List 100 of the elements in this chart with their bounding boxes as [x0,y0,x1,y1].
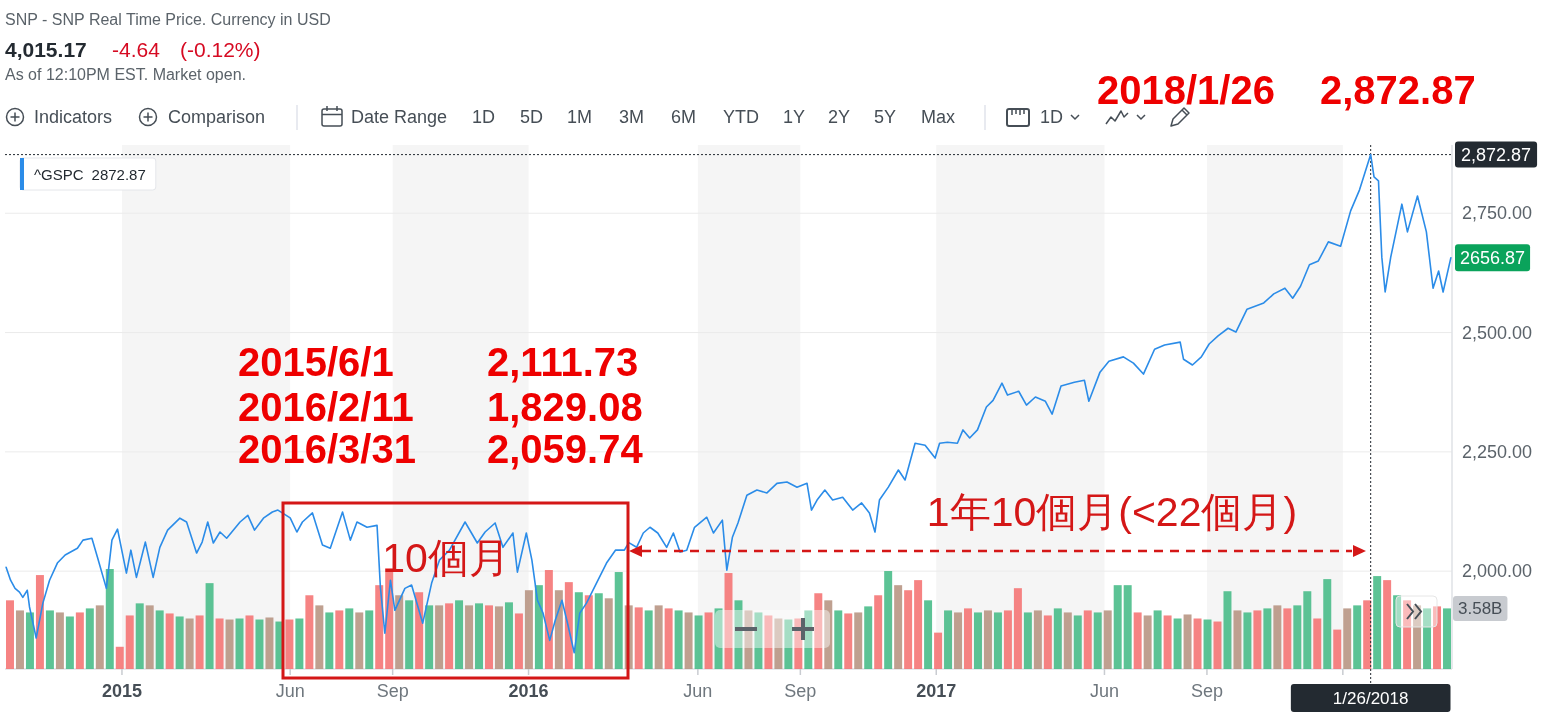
bar [694,615,703,669]
x-tick-label: Sep [1190,681,1223,701]
bar [1373,576,1382,669]
bar [1423,608,1432,669]
text: Comparison [168,107,266,127]
y-tick-label: 2,750.00 [1462,203,1533,224]
text: 2018/1/26 [1097,68,1275,112]
bar [704,612,713,669]
annotation: 1,829.08 [487,385,643,429]
text: 1D [472,107,496,127]
bar [964,608,972,669]
bar [874,595,883,669]
bar [594,593,603,669]
bar [95,605,104,669]
bar [584,595,593,669]
text: 5D [520,107,544,127]
bar [1073,615,1082,669]
bar [1433,606,1442,669]
bar [365,610,374,669]
bar [614,572,623,669]
bar [1303,591,1312,669]
bar [475,603,484,669]
bar [395,595,404,669]
bar [864,606,873,669]
text: (-0.12%) [180,37,261,61]
text: 5Y [874,107,897,127]
bar [465,605,474,669]
bar [1223,591,1232,669]
bar [954,612,963,669]
text: SNP - SNP Real Time Price. Currency in USD [5,10,331,28]
bar [315,605,324,669]
bar [674,610,683,669]
bar [455,600,464,669]
bar [115,646,124,669]
bar [1293,605,1302,669]
bar [1393,595,1402,669]
x-tick-label: Jun [275,681,305,701]
bar [1153,610,1162,669]
bar [25,612,34,669]
bar [205,583,214,669]
bar [1113,585,1122,669]
bar [814,593,823,669]
ref-line-label: 1/26/2018 [1332,688,1409,708]
bar [405,600,414,669]
bar [1343,608,1352,669]
bar [1313,618,1322,669]
bar [784,619,793,669]
bar [1063,612,1072,669]
y-tick-label: 2,000.00 [1462,561,1533,582]
text: 4,015.17 [5,37,87,61]
bar [1203,619,1212,669]
bar [1193,618,1202,669]
annotation: 2872.87 [91,165,146,183]
bar [75,612,84,669]
bar [1233,610,1242,669]
x-tick-label: Sep [376,681,409,701]
bar [1133,612,1142,669]
annotation: 2016/2/11 [238,385,414,429]
bar [35,575,44,669]
bar [993,612,1002,669]
bar [45,610,54,669]
bar [494,606,503,669]
bar [6,600,14,669]
bar [684,612,693,669]
annotation: 2,111.73 [487,340,639,384]
bar [854,612,863,669]
bar [425,605,434,669]
bar [1403,600,1412,669]
x-tick-label: Jun [1089,681,1119,701]
bar [604,598,613,669]
text: Date Range [351,107,448,127]
bar [744,610,753,669]
bar [485,605,493,669]
bar [265,617,274,669]
bar [634,607,643,669]
bar [1273,605,1282,669]
bar [983,610,992,669]
bar [973,612,982,669]
bar [664,608,673,669]
bar [1443,608,1451,669]
bar [944,610,953,669]
text: -4.64 [112,37,161,61]
annotation: 2,059.74 [487,427,644,471]
bar [1353,605,1362,669]
bar [504,602,513,669]
bar [435,605,444,669]
bar [375,585,384,669]
annotation: 2016/3/31 [238,427,416,471]
bar [1243,612,1252,669]
bar [514,613,523,669]
bar [1283,608,1292,669]
bar [1383,580,1392,669]
bar [714,608,723,669]
text: 6M [671,107,697,127]
bar [1363,600,1372,669]
bar [15,610,24,669]
bar [1013,588,1022,669]
bar [135,603,144,669]
bar [644,610,653,669]
bar [165,613,174,669]
